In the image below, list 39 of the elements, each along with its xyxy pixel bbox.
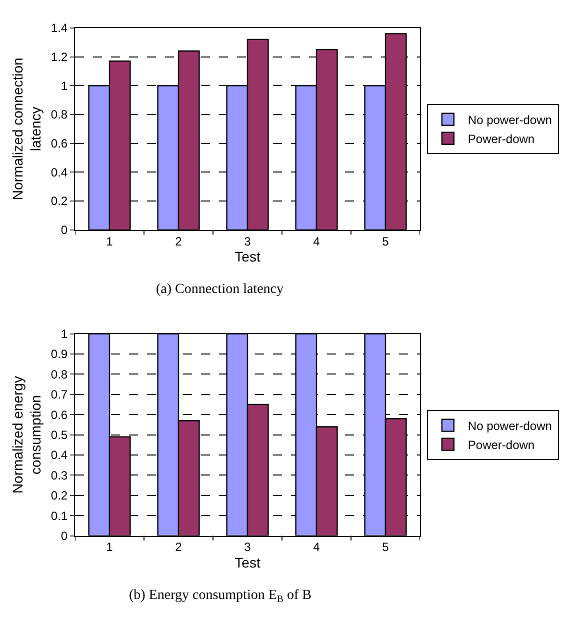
y-axis-title: Normalized connection latency (9, 58, 44, 200)
y-tick-label: 0.9 (50, 347, 68, 362)
x-tick-label: 3 (244, 234, 252, 248)
y-tick-label: 0.7 (50, 388, 68, 402)
x-tick-label: 1 (106, 234, 114, 248)
legend-label: No power-down (468, 418, 552, 433)
y-axis-title: Normalized energy consumption (9, 376, 44, 494)
x-tick-label: 1 (106, 540, 114, 554)
y-tick-label: 0.8 (50, 367, 68, 382)
y-tick-label: 0.6 (50, 136, 68, 151)
x-tick-label: 4 (313, 540, 320, 554)
x-tick-label: 4 (313, 234, 320, 248)
legend-label: Power-down (468, 132, 535, 146)
y-tick-label: 0 (60, 223, 68, 238)
y-tick-label: 1.2 (50, 50, 68, 64)
x-tick-label: 5 (382, 540, 390, 554)
y-tick-label: 0.2 (50, 194, 68, 208)
y-tick-label: 0.1 (50, 508, 68, 523)
y-tick-label: 0.3 (50, 468, 68, 482)
x-tick-label: 2 (175, 540, 182, 554)
x-axis-title: Test (234, 248, 260, 265)
x-tick-label: 3 (244, 540, 252, 554)
y-tick-label: 0.8 (50, 108, 68, 122)
y-tick-label: 0.4 (50, 165, 68, 180)
y-tick-label: 1.4 (50, 21, 68, 36)
y-tick-label: 0.5 (50, 428, 68, 442)
y-tick-label: 0 (60, 528, 68, 543)
legend-label: Power-down (468, 438, 535, 452)
y-tick-label: 0.4 (50, 448, 68, 462)
x-tick-label: 5 (382, 234, 390, 248)
x-tick-label: 2 (175, 234, 182, 248)
text: (a) Connection latency (156, 282, 284, 297)
y-tick-label: 0.6 (50, 408, 68, 422)
legend-label: No power-down (468, 113, 552, 128)
y-tick-label: 1 (60, 78, 68, 93)
y-tick-label: 0.2 (50, 488, 68, 503)
x-axis-title: Test (234, 554, 260, 570)
y-tick-label: 1 (60, 327, 68, 342)
text: (b) Energy consumption E$_{B}$ of B (129, 588, 312, 605)
